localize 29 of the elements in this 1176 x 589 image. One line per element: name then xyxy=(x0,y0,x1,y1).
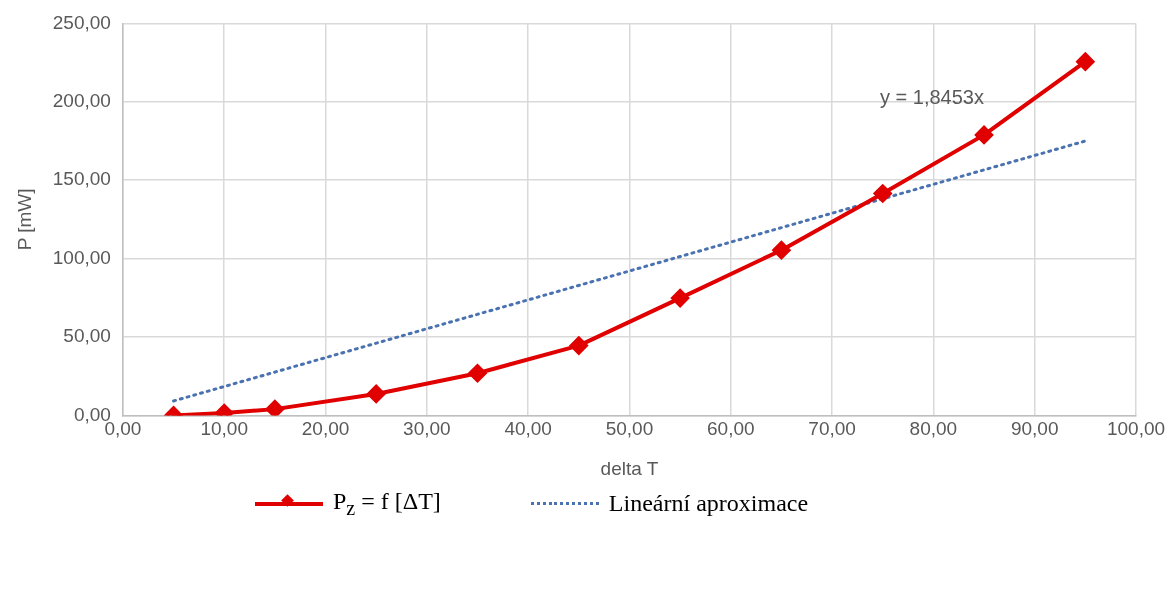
point xyxy=(975,125,994,144)
x-tick-label: 80,00 xyxy=(909,418,958,440)
x-axis-title: delta T xyxy=(600,457,659,479)
x-tick-label: 30,00 xyxy=(403,418,451,440)
y-axis-title: P [mW] xyxy=(13,188,35,251)
x-tick-label: 50,00 xyxy=(605,418,654,440)
y-tick-label: 150,00 xyxy=(52,168,111,190)
point xyxy=(265,400,284,416)
x-tick-label: 60,00 xyxy=(706,418,755,440)
y-tick-label: 200,00 xyxy=(52,90,111,112)
x-tick-label: 40,00 xyxy=(504,418,552,440)
y-tick-label: 250,00 xyxy=(52,11,111,33)
y-tick-label: 100,00 xyxy=(52,246,111,268)
point xyxy=(671,289,690,308)
point xyxy=(772,241,791,260)
point xyxy=(367,384,386,403)
x-tick-label: 70,00 xyxy=(808,418,856,440)
point xyxy=(569,336,588,355)
point xyxy=(1076,52,1095,71)
x-tick-label: 90,00 xyxy=(1010,418,1059,440)
annotation: y = 1,8453x xyxy=(880,85,984,108)
x-tick-label: 10,00 xyxy=(200,418,248,440)
point xyxy=(873,184,892,203)
x-tick-label: 20,00 xyxy=(301,418,350,440)
y-tick-label: 50,00 xyxy=(63,325,111,347)
x-tick-label: 100,00 xyxy=(1106,418,1166,440)
legend-label: P$_{z}$ = f [ΔT] xyxy=(333,488,441,520)
point xyxy=(468,364,487,383)
legend-label: Lineární aproximace xyxy=(608,490,809,518)
